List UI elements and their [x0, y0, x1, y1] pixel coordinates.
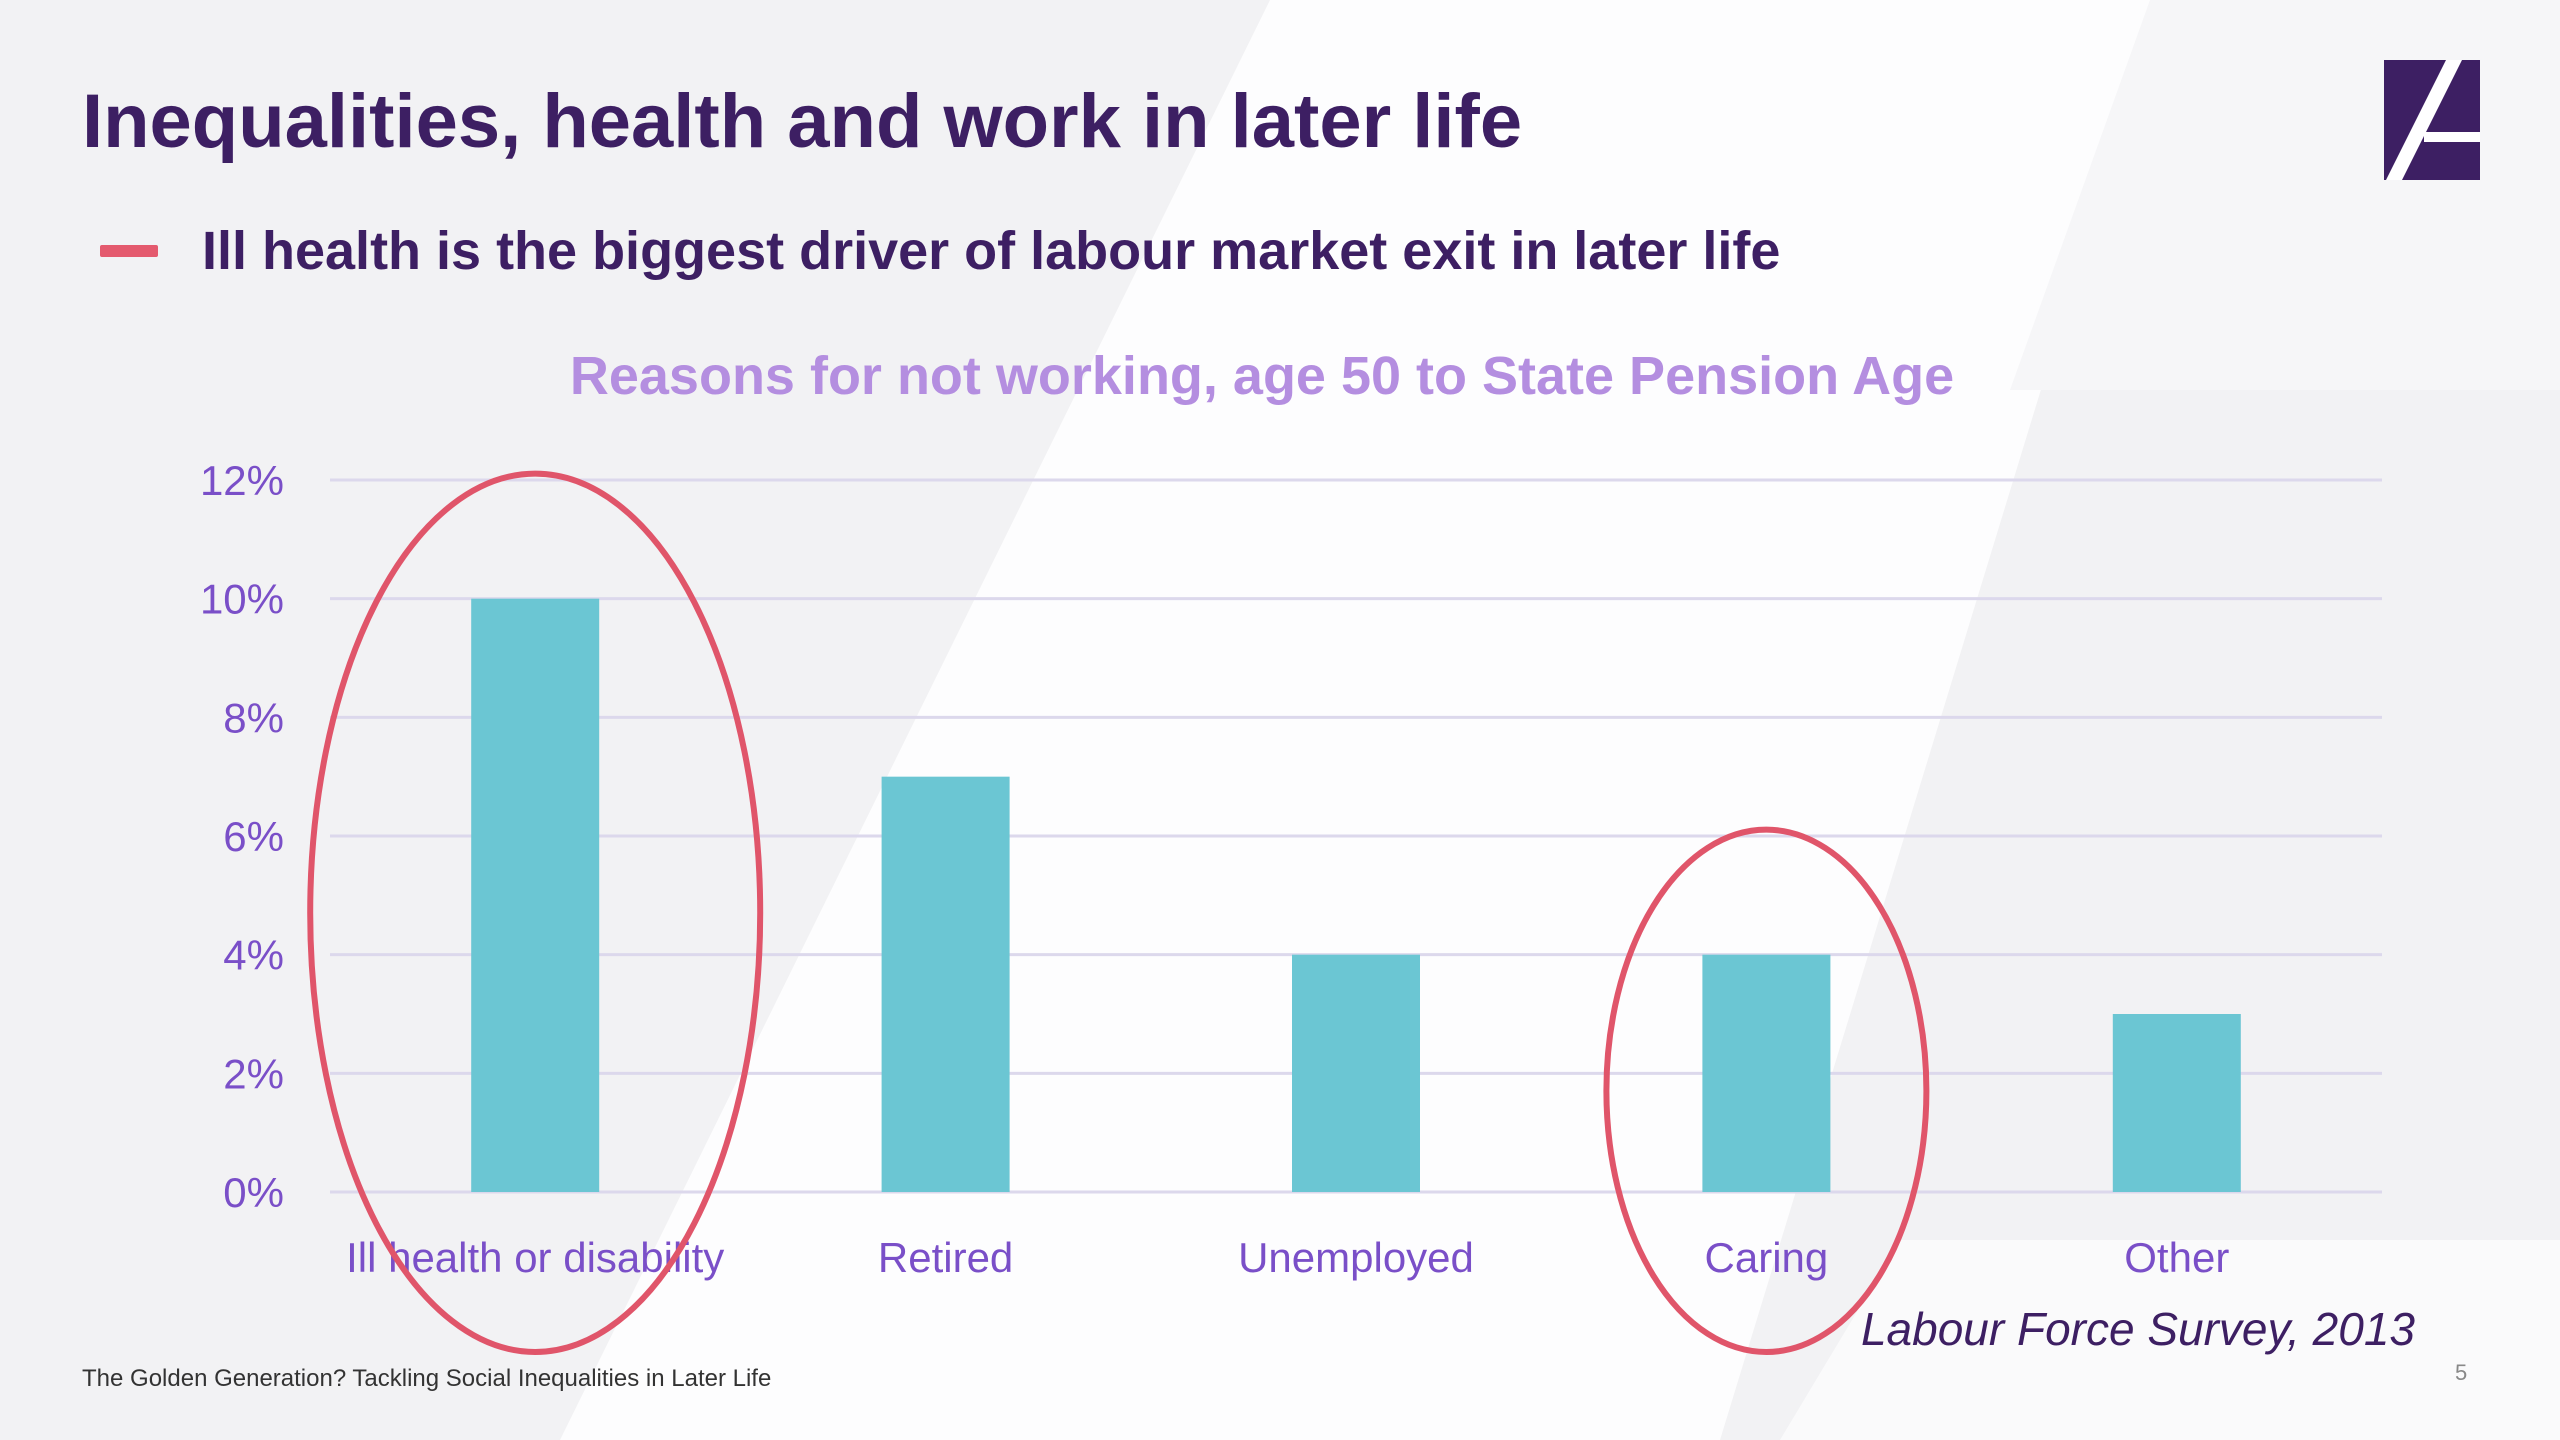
footer-text: The Golden Generation? Tackling Social I…: [82, 1365, 772, 1392]
slide-title: Inequalities, health and work in later l…: [82, 79, 1523, 164]
y-tick-label: 12%: [200, 457, 284, 504]
bar: [1292, 954, 1420, 1192]
source-note: Labour Force Survey, 2013: [1860, 1303, 2415, 1355]
x-tick-label: Caring: [1705, 1234, 1829, 1281]
highlight-circle: [1603, 826, 1930, 1356]
x-axis-labels: Ill health or disability Retired Unemploye…: [346, 1234, 2229, 1281]
bullet-point: Ill health is the biggest driver of labo…: [100, 220, 1780, 282]
bar: [2112, 1014, 2241, 1192]
chart-title: Reasons for not working, age 50 to State…: [570, 346, 1954, 406]
x-tick-label: Retired: [878, 1234, 1013, 1281]
y-axis-ticks: 0% 2% 4% 6% 8% 10% 12%: [200, 457, 284, 1216]
bar: [471, 598, 600, 1192]
stylized-A-logo-icon: [2384, 60, 2480, 180]
x-tick-label: Ill health or disability: [346, 1234, 724, 1281]
highlight-circle: [307, 470, 764, 1355]
y-tick-label: 2%: [223, 1050, 284, 1097]
bars: [471, 598, 2241, 1192]
x-tick-label: Unemployed: [1238, 1234, 1474, 1281]
y-tick-label: 10%: [200, 576, 284, 623]
y-tick-label: 8%: [223, 694, 284, 741]
highlight-circles: [307, 470, 1930, 1356]
bullet-dash-icon: [100, 245, 158, 257]
page-number: 5: [2455, 1360, 2468, 1385]
y-tick-label: 6%: [223, 813, 284, 860]
bar: [881, 776, 1010, 1192]
y-tick-label: 0%: [223, 1169, 284, 1216]
bullet-text: Ill health is the biggest driver of labo…: [202, 221, 1781, 281]
bar: [1702, 954, 1831, 1192]
x-tick-label: Other: [2124, 1234, 2229, 1281]
y-tick-label: 4%: [223, 932, 284, 979]
